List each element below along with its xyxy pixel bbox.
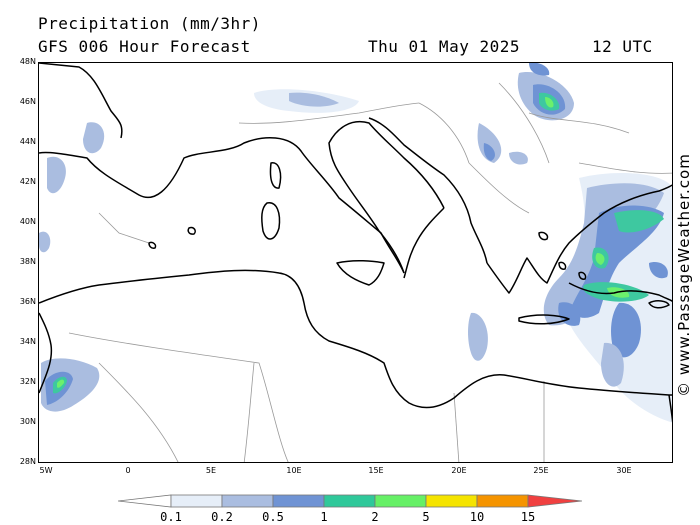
legend-label: 10 [469,510,485,524]
coastlines [39,63,672,423]
precip-area [545,97,554,108]
legend-label: 0.2 [211,510,233,524]
forecast-date: Thu 01 May 2025 [368,37,520,56]
precipitation-map[interactable] [38,62,673,463]
forecast-time: 12 UTC [592,37,653,56]
lat-tick-label: 46N [19,97,36,106]
precip-area [649,262,668,279]
legend-swatch [323,494,376,508]
precip-area [601,342,624,387]
precip-area [614,210,664,233]
chart-title: Precipitation (mm/3hr) [38,14,261,33]
precip-area [509,151,528,165]
legend-swatch [118,494,172,508]
precip-areas [39,63,672,423]
lat-tick-label: 32N [19,377,36,386]
lon-tick-label: 20E [451,466,467,475]
legend-swatch [425,494,478,508]
lon-tick-label: 30E [616,466,632,475]
lat-tick-label: 28N [19,457,36,466]
legend-label: 5 [422,510,430,524]
credit-text: © www.PassageWeather.com [675,153,693,397]
precip-area [83,122,105,154]
precip-area [483,143,495,161]
lon-tick-label: 10E [286,466,302,475]
lon-tick-label: 25E [533,466,549,475]
legend-swatch [221,494,274,508]
lat-tick-label: 44N [19,137,36,146]
website-credit: © www.PassageWeather.com [674,150,694,400]
legend-label: 2 [371,510,379,524]
legend-swatch [170,494,223,508]
lat-tick-label: 48N [19,57,36,66]
lat-tick-label: 34N [19,337,36,346]
legend-swatch [476,494,529,508]
country-borders [68,82,672,462]
lat-tick-label: 36N [19,297,36,306]
lat-tick-label: 30N [19,417,36,426]
legend-colorbar [118,494,582,508]
lon-tick-label: 5E [205,466,217,475]
lat-tick-label: 38N [19,257,36,266]
precip-area [595,253,605,265]
forecast-label: GFS 006 Hour Forecast [38,37,251,56]
lat-tick-label: 40N [19,217,36,226]
precip-area [57,379,65,388]
lat-tick-label: 42N [19,177,36,186]
legend-label: 1 [320,510,328,524]
precip-area [39,231,51,253]
precip-area [477,123,502,163]
legend-label: 0.1 [160,510,182,524]
lon-tick-label: 0 [125,466,131,475]
precip-area [289,92,339,107]
map-canvas [39,63,672,462]
legend-label: 15 [520,510,536,524]
legend-swatch [272,494,325,508]
legend-swatch [374,494,427,508]
legend-label: 0.5 [262,510,284,524]
precip-area [558,302,581,326]
precip-area [611,302,641,358]
legend-swatch [527,494,582,508]
lon-tick-label: 15E [368,466,384,475]
precip-area [47,156,66,194]
precip-area [529,63,550,76]
precip-area [468,312,488,361]
lon-tick-label: 5W [39,466,53,475]
